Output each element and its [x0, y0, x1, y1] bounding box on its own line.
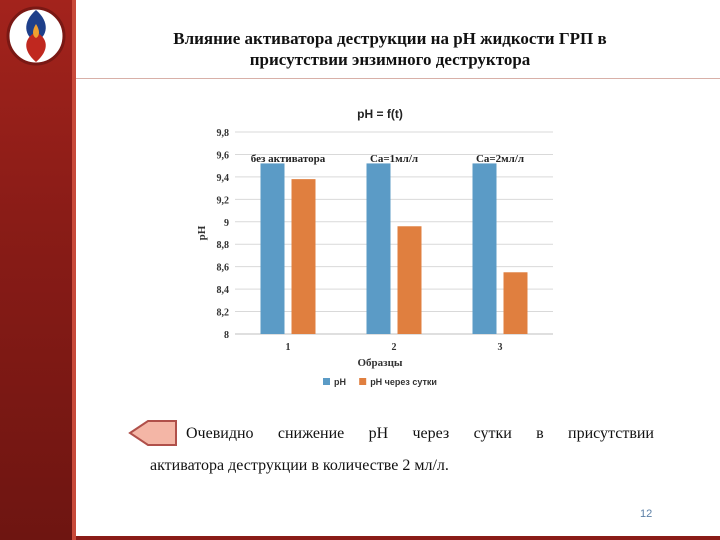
x-axis-label: Образцы — [357, 357, 402, 369]
category-annotation: Са=2мл/л — [476, 153, 524, 165]
bar-chart: pH = f(t) 8 8,2 8,4 8,6 8,8 9 9,2 9,4 9,6 9,8 1 без … — [196, 107, 553, 387]
body-word: присутствии — [568, 425, 654, 442]
legend-swatch — [323, 378, 330, 385]
bottom-bar — [76, 536, 720, 540]
slide-title-line2: присутствии энзимного деструктора — [249, 50, 531, 69]
y-tick-label: 9,4 — [217, 173, 230, 184]
body-word: рН — [368, 425, 389, 442]
title-divider — [76, 78, 720, 79]
y-tick-label: 9,6 — [217, 150, 230, 161]
sidebar-band — [0, 0, 72, 540]
body-word: Очевидно — [186, 425, 254, 442]
y-tick-label: 9,2 — [217, 195, 230, 206]
bar-ph — [366, 163, 391, 334]
x-tick-label: 1 — [286, 342, 291, 353]
category-annotation: Са=1мл/л — [370, 153, 418, 165]
y-tick-label: 9 — [224, 218, 229, 229]
bar-ph-after-day — [397, 226, 422, 334]
y-tick-label: 8 — [224, 330, 229, 341]
chart-container: pH = f(t) 8 8,2 8,4 8,6 8,8 9 9,2 9,4 9,6 9,8 1 без … — [195, 100, 560, 400]
body-word: снижение — [277, 425, 345, 442]
y-axis-label: pH — [196, 225, 208, 240]
bar-ph — [260, 163, 285, 334]
x-tick-label: 3 — [498, 342, 503, 353]
x-tick-label: 2 — [392, 342, 397, 353]
body-text-line2: активатора деструкции в количестве 2 мл/… — [150, 457, 449, 474]
y-tick-label: 8,6 — [217, 263, 230, 274]
bar-ph-after-day — [291, 179, 316, 334]
bar-ph-after-day — [503, 272, 528, 334]
y-tick-label: 8,8 — [217, 240, 230, 251]
chart-title: pH = f(t) — [357, 107, 403, 121]
body-word: в — [536, 425, 544, 442]
y-tick-label: 9,8 — [217, 128, 230, 139]
bar-ph — [472, 163, 497, 334]
legend-label: pH — [334, 377, 346, 387]
body-word: через — [412, 425, 450, 442]
body-text-line1: Очевидно снижение рН через сутки в прису… — [186, 424, 654, 444]
body-word: сутки — [473, 425, 512, 442]
legend-swatch — [359, 378, 367, 385]
category-annotation: без активатора — [251, 153, 326, 165]
y-tick-label: 8,4 — [217, 285, 230, 296]
y-tick-label: 8,2 — [217, 308, 230, 319]
slide-title: Влияние активатора деструкции на рН жидк… — [100, 28, 680, 70]
company-logo — [6, 6, 66, 66]
slide-title-line1: Влияние активатора деструкции на рН жидк… — [173, 29, 607, 48]
sidebar-strip — [72, 0, 76, 540]
legend-label: pH через сутки — [370, 377, 437, 387]
page-number: 12 — [640, 508, 653, 520]
diamond-bullet-icon — [128, 420, 177, 446]
